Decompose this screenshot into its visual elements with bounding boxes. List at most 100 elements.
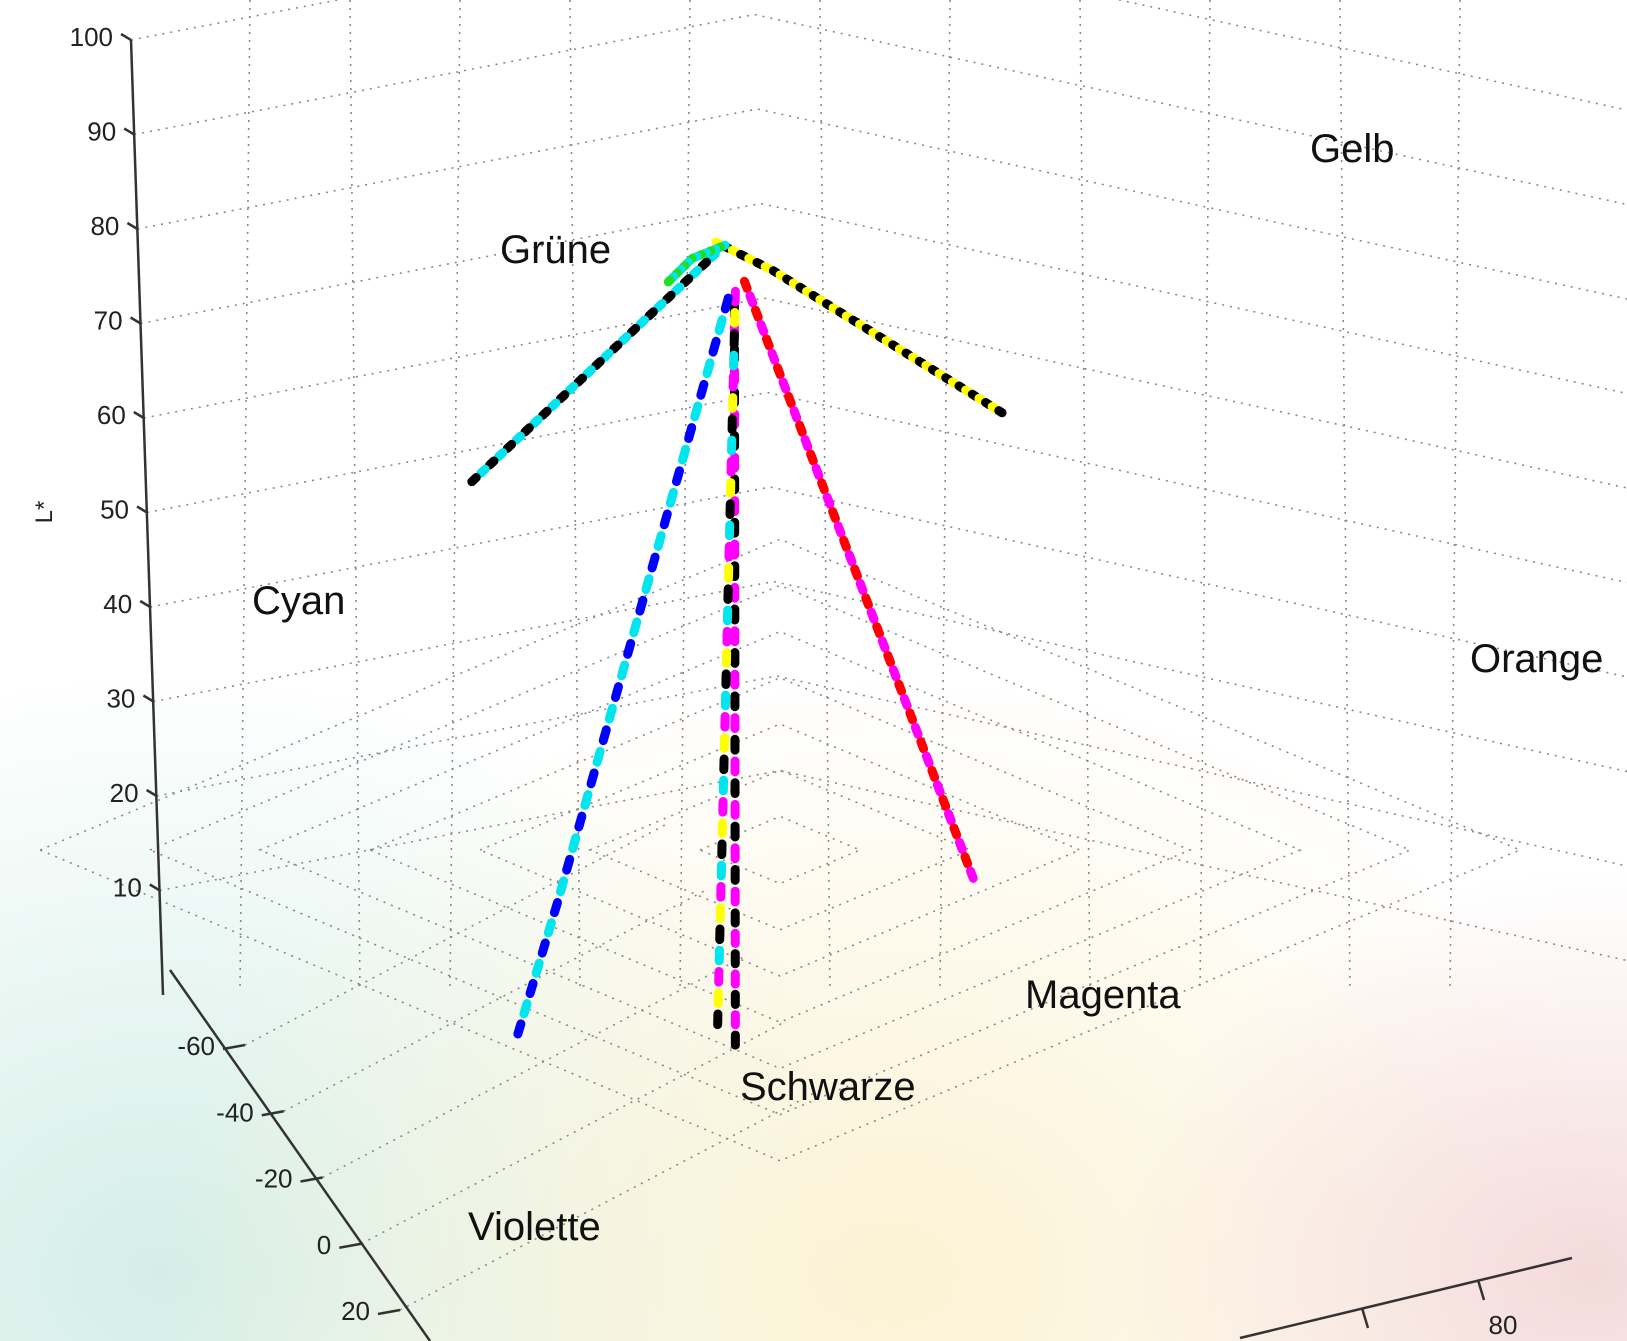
data-point-segment: [537, 938, 550, 958]
data-point-segment: [598, 725, 611, 746]
x-tick: [1476, 1279, 1486, 1301]
data-point-segment: [894, 679, 907, 696]
data-point-segment: [778, 377, 791, 394]
data-point-segment: [795, 282, 808, 294]
data-point-segment: [635, 315, 650, 329]
data-point-segment: [844, 550, 857, 567]
vertical-gridline: [1449, 0, 1461, 991]
data-point-segment: [706, 249, 720, 263]
data-point-segment: [775, 270, 788, 282]
data-point-segment: [768, 266, 782, 278]
vertical-gridline: [1199, 0, 1211, 991]
data-point-segment: [881, 336, 894, 348]
data-point-segment: [861, 323, 875, 335]
data-point-segment: [485, 456, 499, 470]
data-point-segment: [573, 373, 588, 387]
data-point-segment: [839, 535, 851, 552]
z-tick-label: 40: [103, 589, 132, 619]
data-series: [467, 237, 1007, 1050]
series-label-grüne: Grüne: [500, 228, 611, 272]
z-tick-label: 100: [70, 22, 113, 52]
data-point-segment: [617, 332, 632, 346]
data-point-segment: [921, 751, 934, 768]
z-axis-label: L*: [31, 501, 58, 524]
data-point-segment: [874, 332, 888, 344]
data-point-segment: [934, 369, 947, 381]
data-point-segment: [529, 415, 543, 429]
data-point-segment: [635, 595, 648, 616]
vertical-gridline: [449, 0, 461, 991]
data-point-segment: [744, 253, 758, 266]
data-point-segment: [520, 423, 534, 437]
z-tick: [129, 316, 142, 325]
axes: 10 20 30 40 50 60 70 80 90 100 -60 -40 -20 0 20 80 L*: [31, 22, 1573, 1341]
z-tick-label: 70: [94, 306, 123, 336]
data-point-segment: [954, 381, 967, 393]
data-point-segment: [653, 531, 666, 551]
data-point-segment: [582, 365, 596, 379]
series-schwarze: [713, 286, 740, 1030]
vertical-gridline: [239, 0, 251, 991]
y-tick-label: -40: [216, 1097, 254, 1127]
vertical-gridline: [1079, 0, 1091, 991]
data-point-segment: [811, 463, 824, 481]
data-point-segment: [745, 291, 758, 308]
y-tick-label: 0: [317, 1230, 331, 1260]
data-point-segment: [727, 245, 741, 257]
series-label-schwarze: Schwarze: [740, 1065, 916, 1109]
data-point-segment: [815, 295, 828, 307]
data-point-segment: [626, 323, 641, 338]
data-point-segment: [855, 578, 868, 596]
data-point-segment: [960, 852, 973, 869]
data-point-segment: [671, 466, 684, 487]
data-point-segment: [617, 660, 630, 681]
series-label-violette: Violette: [468, 1205, 601, 1249]
data-point-segment: [679, 274, 694, 288]
data-point-segment: [525, 978, 538, 999]
grid-lines: [37, 0, 1627, 1311]
data-point-segment: [894, 344, 908, 356]
data-point-segment: [888, 340, 901, 352]
floor-gridline: [367, 676, 1193, 1024]
data-point-segment: [947, 377, 961, 389]
data-point-segment: [967, 389, 981, 401]
data-point-segment: [822, 492, 835, 509]
data-point-segment: [562, 854, 575, 875]
vertical-gridline: [679, 0, 691, 991]
z-tick: [133, 410, 145, 420]
data-point-segment: [994, 406, 1007, 418]
data-point-segment: [671, 282, 685, 296]
y-tick: [300, 1176, 323, 1183]
vertical-gridline: [349, 0, 361, 991]
data-point-segment: [697, 257, 712, 271]
floor-gridline: [587, 769, 973, 931]
data-point-segment: [981, 397, 994, 410]
data-point-segment: [941, 373, 954, 385]
z-tick-label: 10: [113, 873, 142, 903]
data-point-segment: [641, 574, 654, 595]
z-tick-label: 80: [90, 211, 119, 241]
series-label-magenta: Magenta: [1025, 973, 1181, 1017]
data-point-segment: [720, 293, 733, 314]
z-tick: [149, 883, 161, 892]
data-point-segment: [592, 746, 605, 767]
series-label-cyan: Cyan: [252, 579, 345, 623]
data-point-segment: [817, 478, 829, 495]
z-tick-label: 90: [87, 117, 116, 147]
data-point-segment: [564, 381, 579, 396]
data-point-segment: [750, 305, 763, 322]
data-point-segment: [647, 552, 660, 573]
data-point-segment: [604, 703, 617, 724]
series-label-orange: Orange: [1470, 637, 1603, 681]
data-point-segment: [938, 794, 951, 811]
data-point-segment: [784, 391, 796, 409]
x-tick-label: 80: [1489, 1310, 1518, 1340]
data-point-segment: [547, 398, 561, 412]
z-tick: [136, 505, 148, 514]
data-point-segment: [502, 439, 517, 454]
data-point-segment: [905, 708, 918, 725]
z-gridline: [150, 486, 1627, 678]
data-point-segment: [688, 265, 703, 280]
